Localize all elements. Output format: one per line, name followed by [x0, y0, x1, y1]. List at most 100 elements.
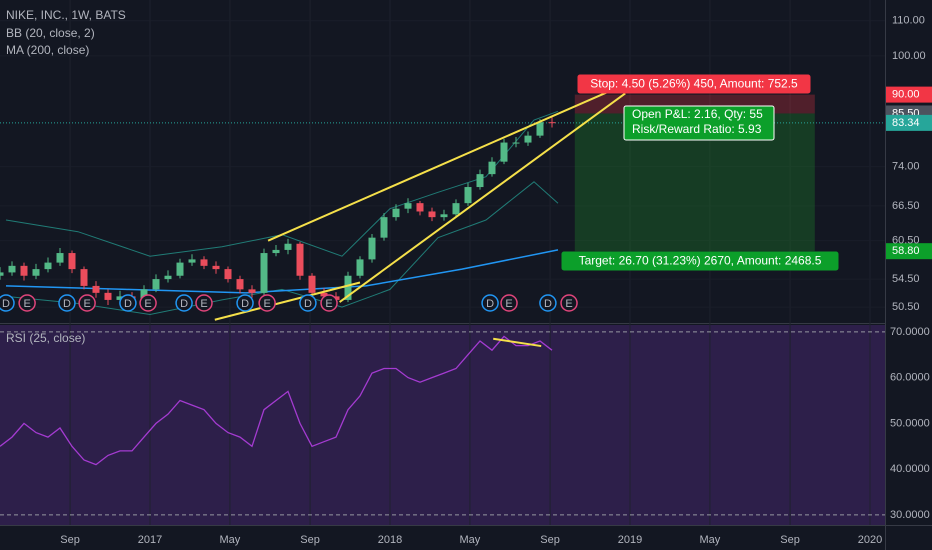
rsi-tick-label: 40.0000 — [890, 463, 930, 475]
event-marker — [18, 294, 36, 312]
stop-label-box — [577, 74, 811, 94]
candle-body — [32, 269, 40, 276]
legend-entry: BB (20, close, 2) — [6, 26, 95, 40]
candle-body — [0, 272, 4, 276]
y-tick-label: 60.50 — [892, 235, 920, 247]
candle-body — [368, 237, 376, 260]
x-tick-label: 2020 — [858, 534, 882, 546]
rsi-pane — [0, 325, 885, 525]
candle-body — [380, 217, 388, 238]
y-tick-label: 74.00 — [892, 161, 920, 173]
rsi-tick-label: 60.0000 — [890, 372, 930, 384]
candle-body — [20, 265, 28, 276]
legend-entry: MA (200, close) — [6, 43, 89, 57]
event-label: D — [63, 298, 71, 310]
target-price-label: 58.80 — [892, 245, 920, 257]
candle-body — [224, 269, 232, 280]
event-label: D — [486, 298, 494, 310]
x-tick-label: Sep — [300, 534, 320, 546]
candle-body — [500, 142, 508, 162]
event-marker — [119, 294, 137, 312]
stop-label: Stop: 4.50 (5.26%) 450, Amount: 752.5 — [590, 77, 798, 91]
x-tick-label: 2018 — [378, 534, 402, 546]
candle-body — [308, 275, 316, 293]
candle-body — [464, 187, 472, 204]
candle-body — [68, 253, 76, 270]
event-label: D — [2, 298, 10, 310]
candle-body — [44, 262, 52, 270]
candle-body — [152, 279, 160, 290]
ma-line — [5, 249, 559, 294]
candle-body — [188, 259, 196, 263]
candle-body — [248, 289, 256, 293]
event-label: E — [325, 298, 332, 310]
candle-body — [548, 122, 556, 124]
event-label: D — [180, 298, 188, 310]
target-label: Target: 26.70 (31.23%) 2670, Amount: 246… — [579, 254, 822, 268]
y-tick-label: 66.50 — [892, 200, 920, 212]
candle-body — [116, 296, 124, 300]
event-label: E — [200, 298, 207, 310]
x-tick-label: May — [220, 534, 241, 546]
event-label: E — [23, 298, 30, 310]
candle-body — [512, 142, 520, 144]
trendline — [339, 92, 626, 303]
candle-body — [56, 253, 64, 263]
event-marker — [195, 294, 213, 312]
event-label: D — [544, 298, 552, 310]
stop-price-label: 90.00 — [892, 89, 920, 101]
target-price-label-box — [886, 243, 932, 260]
event-marker — [299, 294, 317, 312]
x-tick-label: May — [460, 534, 481, 546]
rsi-tick-label: 70.0000 — [890, 326, 930, 338]
event-label: E — [83, 298, 90, 310]
event-marker — [481, 294, 499, 312]
x-tick-label: Sep — [60, 534, 80, 546]
pnl-label: Open P&L: 2.16, Qty: 55 — [632, 107, 763, 121]
candle-body — [356, 259, 364, 276]
candle-body — [272, 249, 280, 254]
event-marker — [236, 294, 254, 312]
event-label: D — [304, 298, 312, 310]
chart-title: NIKE, INC., 1W, BATS — [6, 8, 126, 22]
event-marker — [258, 294, 276, 312]
rsi-lines — [0, 331, 885, 516]
rsi-tick-label: 30.0000 — [890, 509, 930, 521]
event-marker — [560, 294, 578, 312]
event-marker — [139, 294, 157, 312]
candle-body — [488, 161, 496, 175]
x-tick-label: Sep — [780, 534, 800, 546]
candle-body — [344, 275, 352, 300]
event-marker — [0, 294, 15, 312]
candle-body — [320, 292, 328, 297]
candle-body — [236, 279, 244, 290]
candle-body — [428, 211, 436, 218]
candle-body — [404, 203, 412, 209]
trendline — [267, 87, 617, 242]
candle-body — [416, 203, 424, 212]
last-price-label: 83.34 — [892, 117, 920, 129]
candle-body — [104, 292, 112, 300]
candle-body — [476, 174, 484, 188]
rsi-line — [0, 335, 553, 466]
candle-body — [8, 265, 16, 273]
y-tick-label: 100.00 — [892, 50, 926, 62]
x-tick-label: May — [700, 534, 721, 546]
event-label: E — [565, 298, 572, 310]
candle-body — [440, 214, 448, 218]
rsi-title: RSI (25, close) — [6, 331, 85, 345]
target-label-box — [561, 251, 839, 271]
candle-body — [140, 289, 148, 300]
candle-body — [260, 253, 268, 293]
trendline — [214, 281, 361, 321]
event-label: D — [124, 298, 132, 310]
rsi-trendline — [493, 337, 542, 348]
event-label: D — [241, 298, 249, 310]
candle-body — [284, 243, 292, 250]
event-marker — [58, 294, 76, 312]
event-label: E — [144, 298, 151, 310]
candle-body — [176, 262, 184, 276]
candle-body — [524, 135, 532, 143]
